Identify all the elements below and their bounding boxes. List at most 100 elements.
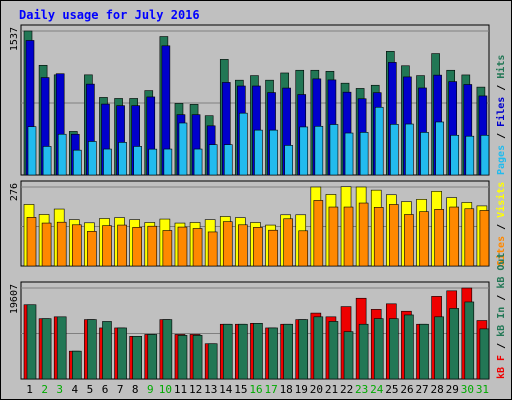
x-tick-label: 29 [446, 383, 459, 396]
x-tick-label: 31 [476, 383, 489, 396]
x-tick-label: 25 [385, 383, 398, 396]
kb-out-bar [298, 319, 309, 380]
x-tick-label: 18 [280, 383, 293, 396]
x-tick-label: 13 [204, 383, 217, 396]
sites-bar [404, 214, 414, 267]
kb-out-bar [147, 334, 158, 380]
sites-bar [192, 228, 203, 267]
x-tick-label: 15 [234, 383, 247, 396]
legend-entry: / [496, 289, 507, 307]
sites-bar [419, 211, 429, 267]
sites-bar [298, 230, 309, 267]
y-max-label: 276 [9, 183, 20, 201]
x-tick-label: 14 [219, 383, 233, 396]
kb-out-bar [253, 323, 263, 380]
x-tick-label: 5 [87, 383, 94, 396]
pages-bar [465, 135, 475, 176]
y-max-label: 1537 [9, 27, 20, 51]
legend-entry: / [496, 127, 507, 145]
x-tick-label: 24 [370, 383, 384, 396]
x-tick-label: 1 [26, 383, 33, 396]
legend-entry: Hits [495, 55, 507, 79]
x-tick-label: 30 [461, 383, 474, 396]
pages-bar [450, 134, 460, 176]
legend-entry: kB Out [496, 253, 507, 289]
sites-bar [253, 227, 263, 267]
pages-bar [329, 124, 339, 176]
pages-bar [480, 134, 490, 176]
panel-hits-files-pages: 1537 Pages / Files / Hits [9, 24, 507, 176]
pages-bar [254, 129, 263, 176]
kb-out-bar [207, 343, 218, 380]
sites-bar [102, 225, 112, 267]
legend: kB F / kB In / kB Out [496, 253, 507, 379]
pages-bar [88, 141, 97, 176]
sites-bar [41, 222, 52, 267]
pages-bar [435, 121, 444, 176]
kb-out-bar [479, 328, 490, 380]
kb-out-bar [177, 335, 188, 380]
x-tick-label: 2 [41, 383, 48, 396]
pages-bar [374, 106, 384, 176]
sites-bar [207, 231, 218, 267]
sites-bar [222, 221, 233, 267]
kb-out-bar [87, 319, 97, 380]
chart-title: Daily usage for July 2016 [19, 8, 200, 22]
x-tick-label: 19 [295, 383, 308, 396]
pages-bar [27, 126, 37, 176]
sites-bar [132, 227, 142, 267]
sites-bar [343, 206, 354, 267]
sites-bar [479, 210, 490, 267]
pages-bar [405, 123, 414, 176]
legend-entry: kB In [496, 307, 507, 337]
x-tick-label: 17 [264, 383, 277, 396]
kb-out-bar [313, 316, 324, 380]
kb-out-bar [389, 318, 399, 380]
sites-bar [56, 221, 67, 267]
kb-out-bar [328, 321, 339, 380]
x-tick-label: 12 [189, 383, 202, 396]
pages-bar [208, 144, 218, 176]
kb-out-bar [419, 323, 429, 380]
kb-out-bar [162, 319, 173, 380]
pages-bar [118, 142, 127, 176]
pages-bar [57, 133, 67, 176]
kb-out-bar [41, 318, 52, 380]
kb-out-bar [449, 308, 460, 380]
x-tick-label: 3 [56, 383, 63, 396]
sites-bar [87, 231, 97, 267]
panel-visits-sites: 276 Sites / Visits [9, 180, 507, 267]
pages-bar [239, 112, 248, 176]
sites-bar [389, 204, 399, 267]
x-tick-label: 6 [102, 383, 109, 396]
legend: Sites / Visits [495, 182, 507, 266]
pages-bar [269, 129, 278, 176]
sites-bar [71, 224, 82, 267]
pages-bar [103, 148, 112, 176]
x-tick-label: 16 [249, 383, 262, 396]
pages-bar [390, 124, 399, 176]
pages-bar [299, 126, 309, 176]
kb-out-bar [373, 318, 384, 380]
kb-out-bar [102, 321, 112, 380]
pages-bar [42, 146, 52, 176]
chart-panels: 1537 Pages / Files / Hits 276 Sites / Visit… [9, 24, 507, 380]
legend-entry: / [496, 218, 507, 236]
legend: Pages / Files / Hits [495, 55, 507, 175]
pages-bar [72, 149, 82, 176]
x-tick-label: 7 [117, 383, 124, 396]
kb-out-bar [404, 314, 414, 380]
pages-bar [133, 146, 142, 176]
pages-bar [420, 132, 429, 176]
pages-bar [284, 145, 293, 176]
sites-bar [147, 225, 158, 267]
sites-bar [283, 218, 293, 267]
x-tick-label: 27 [415, 383, 428, 396]
x-tick-label: 9 [147, 383, 154, 396]
sites-bar [313, 200, 324, 267]
sites-bar [26, 217, 37, 267]
kb-out-bar [192, 335, 203, 380]
sites-bar [162, 230, 173, 267]
pages-bar [223, 144, 233, 176]
legend-entry: Visits [495, 182, 507, 218]
